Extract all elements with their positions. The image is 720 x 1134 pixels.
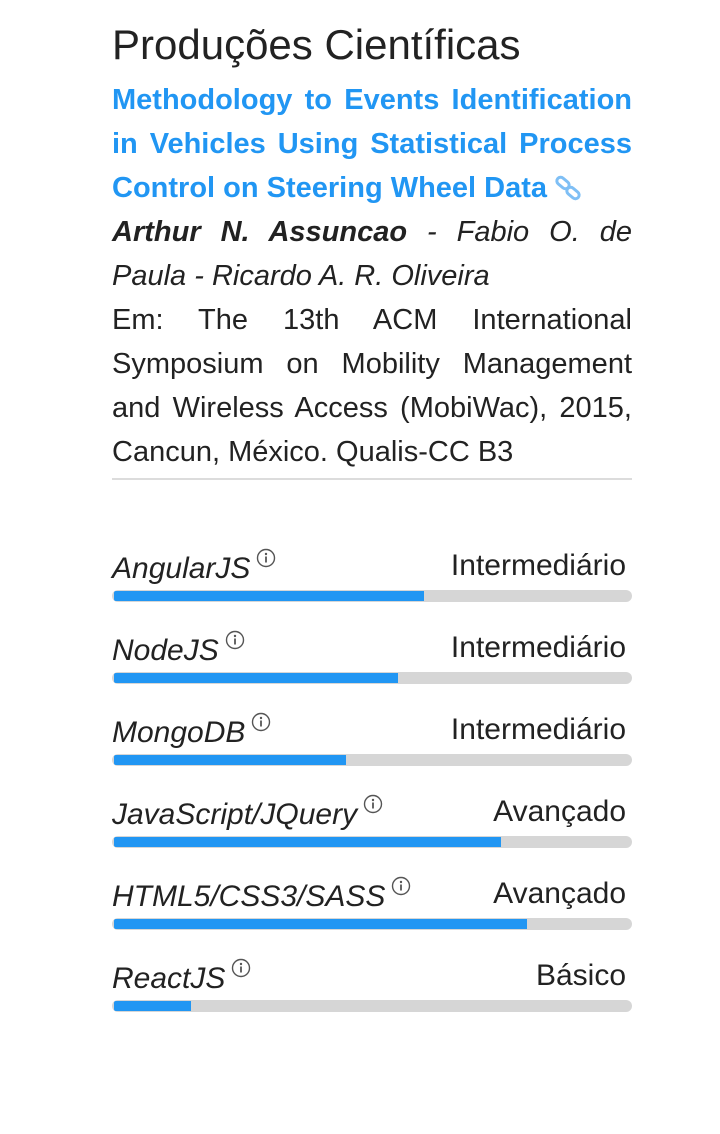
publication-main-author: Arthur N. Assuncao [112,216,408,248]
publication-authors: Arthur N. Assuncao - Fabio O. de Paula -… [112,216,632,292]
skill-level: Intermediário [450,549,626,582]
skill-name: JavaScript/JQuery [112,794,383,833]
skill-header: NodeJS Intermediário [112,626,626,672]
publication-coauthors: - Fabio O. de Paula - Ricardo A. R. Oliv… [112,216,632,292]
skill-progress-track [112,672,632,684]
info-icon[interactable] [251,712,271,732]
link-icon[interactable] [553,173,583,203]
skill-progress-fill [114,755,347,765]
publication-title-link[interactable]: Methodology to Events Identification in … [112,84,632,204]
skill-progress-track [112,836,632,848]
skill-progress-track [112,754,632,766]
skill-name: ReactJS [112,958,251,997]
skill-progress-fill [114,919,527,929]
skill-header: ReactJS Básico [112,954,626,1000]
skill-header: AngularJS Intermediário [112,544,626,590]
skill-header: HTML5/CSS3/SASS Avançado [112,872,626,918]
skill-item: NodeJS Intermediário [112,626,632,708]
publication-venue: Em: The 13th ACM International Symposium… [112,304,632,468]
skill-item: HTML5/CSS3/SASS Avançado [112,872,632,954]
skill-name: MongoDB [112,712,271,751]
skill-level: Avançado [493,877,626,910]
publication-entry: Methodology to Events Identification in … [112,78,632,480]
skill-name-label: NodeJS [112,634,219,667]
skill-level: Básico [535,959,626,992]
skill-item: MongoDB Intermediário [112,708,632,790]
skill-item: ReactJS Básico [112,954,632,1036]
skill-progress-fill [114,673,398,683]
skill-name: HTML5/CSS3/SASS [112,876,411,915]
publication-title[interactable]: Methodology to Events Identification in … [112,84,632,204]
skill-progress-track [112,590,632,602]
skills-list: AngularJS Intermediário NodeJS Intermediári… [112,544,632,1036]
skill-name-label: AngularJS [112,552,251,585]
content-container: Produções Científicas Methodology to Eve… [112,0,632,1036]
skill-progress-track [112,918,632,930]
skill-progress-track [112,1000,632,1012]
skill-name-label: ReactJS [112,962,226,995]
skill-progress-fill [114,837,501,847]
skill-level: Intermediário [450,631,626,664]
skill-name-label: HTML5/CSS3/SASS [112,880,386,913]
skill-header: JavaScript/JQuery Avançado [112,790,626,836]
info-icon[interactable] [256,548,276,568]
section-title: Produções Científicas [112,21,521,68]
skill-progress-fill [114,591,424,601]
skill-progress-fill [114,1001,192,1011]
skill-level: Intermediário [450,713,626,746]
info-icon[interactable] [231,958,251,978]
skill-item: AngularJS Intermediário [112,544,632,626]
skill-name-label: MongoDB [112,716,246,749]
skill-item: JavaScript/JQuery Avançado [112,790,632,872]
info-icon[interactable] [225,630,245,650]
skill-name-label: JavaScript/JQuery [112,798,358,831]
skill-level: Avançado [493,795,626,828]
skill-name: AngularJS [112,548,276,587]
info-icon[interactable] [391,876,411,896]
skill-header: MongoDB Intermediário [112,708,626,754]
info-icon[interactable] [363,794,383,814]
skill-name: NodeJS [112,630,245,669]
